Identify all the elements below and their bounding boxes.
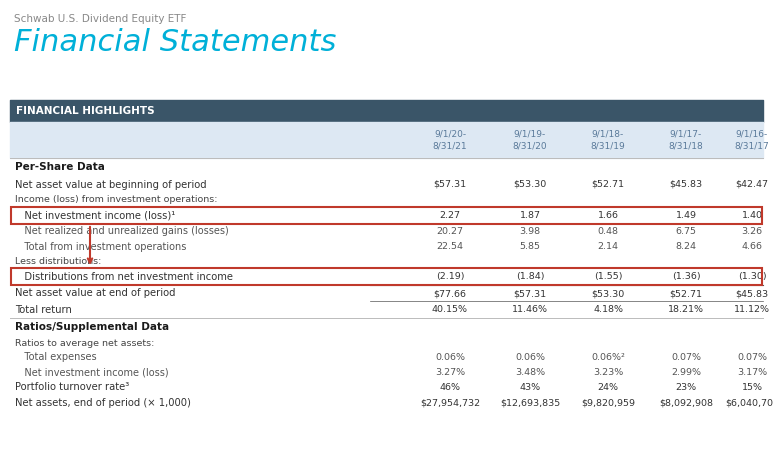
Text: Net assets, end of period (× 1,000): Net assets, end of period (× 1,000) [15, 398, 191, 408]
Text: 1.87: 1.87 [519, 211, 540, 220]
Text: $6,040,705: $6,040,705 [725, 398, 773, 408]
Text: 1.49: 1.49 [676, 211, 696, 220]
Text: 0.06%: 0.06% [515, 353, 545, 362]
Text: 3.48%: 3.48% [515, 368, 545, 377]
Text: Net asset value at beginning of period: Net asset value at beginning of period [15, 180, 206, 190]
Text: 22.54: 22.54 [437, 242, 464, 251]
Text: $42.47: $42.47 [735, 180, 768, 189]
Text: Portfolio turnover rate³: Portfolio turnover rate³ [15, 382, 129, 393]
Text: 9/1/16-
8/31/17: 9/1/16- 8/31/17 [734, 130, 769, 150]
Text: 0.06%: 0.06% [435, 353, 465, 362]
Text: 0.06%²: 0.06%² [591, 353, 625, 362]
Text: $57.31: $57.31 [434, 180, 467, 189]
Text: Less distributions:: Less distributions: [15, 256, 101, 265]
Text: Net investment income (loss)¹: Net investment income (loss)¹ [15, 211, 175, 220]
Text: $53.30: $53.30 [591, 289, 625, 298]
Text: $53.30: $53.30 [513, 180, 547, 189]
Text: 8.24: 8.24 [676, 242, 696, 251]
Text: 3.23%: 3.23% [593, 368, 623, 377]
Text: 0.07%: 0.07% [671, 353, 701, 362]
Text: $8,092,908: $8,092,908 [659, 398, 713, 408]
Text: Distributions from net investment income: Distributions from net investment income [15, 271, 233, 281]
Text: Net investment income (loss): Net investment income (loss) [15, 367, 169, 378]
Text: Schwab U.S. Dividend Equity ETF: Schwab U.S. Dividend Equity ETF [14, 14, 186, 24]
Text: Total return: Total return [15, 305, 72, 315]
Text: 1.66: 1.66 [598, 211, 618, 220]
Text: $45.83: $45.83 [735, 289, 768, 298]
Text: 43%: 43% [519, 383, 540, 392]
Text: 46%: 46% [440, 383, 461, 392]
Text: FINANCIAL HIGHLIGHTS: FINANCIAL HIGHLIGHTS [16, 106, 155, 116]
Text: 2.27: 2.27 [440, 211, 461, 220]
Text: 2.99%: 2.99% [671, 368, 701, 377]
Text: 9/1/17-
8/31/18: 9/1/17- 8/31/18 [669, 130, 703, 150]
Text: 11.12%: 11.12% [734, 306, 770, 314]
Text: $45.83: $45.83 [669, 180, 703, 189]
Text: $9,820,959: $9,820,959 [581, 398, 635, 408]
Text: Income (loss) from investment operations:: Income (loss) from investment operations… [15, 196, 217, 205]
Text: 0.48: 0.48 [598, 227, 618, 236]
Text: 9/1/18-
8/31/19: 9/1/18- 8/31/19 [591, 130, 625, 150]
Text: $77.66: $77.66 [434, 289, 466, 298]
Text: (1.30): (1.30) [737, 272, 766, 281]
Text: 9/1/19-
8/31/20: 9/1/19- 8/31/20 [512, 130, 547, 150]
Text: 3.27%: 3.27% [435, 368, 465, 377]
Text: 15%: 15% [741, 383, 762, 392]
Text: (1.55): (1.55) [594, 272, 622, 281]
Text: 11.46%: 11.46% [512, 306, 548, 314]
Bar [11, 207, 762, 224]
Text: 18.21%: 18.21% [668, 306, 704, 314]
Text: 6.75: 6.75 [676, 227, 696, 236]
Text: 1.40: 1.40 [741, 211, 762, 220]
Text: 24%: 24% [598, 383, 618, 392]
Text: 20.27: 20.27 [437, 227, 464, 236]
Text: $57.31: $57.31 [513, 289, 547, 298]
Text: 5.85: 5.85 [519, 242, 540, 251]
Text: (1.36): (1.36) [672, 272, 700, 281]
Text: Net realized and unrealized gains (losses): Net realized and unrealized gains (losse… [15, 227, 229, 236]
Text: (1.84): (1.84) [516, 272, 544, 281]
Text: Total from investment operations: Total from investment operations [15, 241, 186, 251]
Text: Ratios to average net assets:: Ratios to average net assets: [15, 338, 155, 348]
Text: 3.98: 3.98 [519, 227, 540, 236]
Text: $52.71: $52.71 [591, 180, 625, 189]
Text: 2.14: 2.14 [598, 242, 618, 251]
Text: Financial Statements: Financial Statements [14, 28, 336, 57]
Text: (2.19): (2.19) [436, 272, 465, 281]
Text: $12,693,835: $12,693,835 [500, 398, 560, 408]
Text: 4.66: 4.66 [741, 242, 762, 251]
Text: Ratios/Supplemental Data: Ratios/Supplemental Data [15, 322, 169, 332]
Text: 4.18%: 4.18% [593, 306, 623, 314]
Text: $52.71: $52.71 [669, 289, 703, 298]
Text: $27,954,732: $27,954,732 [420, 398, 480, 408]
Text: 0.07%: 0.07% [737, 353, 767, 362]
Text: 9/1/20-
8/31/21: 9/1/20- 8/31/21 [433, 130, 468, 150]
Text: 40.15%: 40.15% [432, 306, 468, 314]
Text: 3.17%: 3.17% [737, 368, 767, 377]
Bar [11, 268, 762, 285]
Text: Net asset value at end of period: Net asset value at end of period [15, 288, 175, 299]
Text: 3.26: 3.26 [741, 227, 762, 236]
Text: Total expenses: Total expenses [15, 352, 97, 363]
Text: 23%: 23% [676, 383, 696, 392]
Text: Per-Share Data: Per-Share Data [15, 162, 105, 172]
